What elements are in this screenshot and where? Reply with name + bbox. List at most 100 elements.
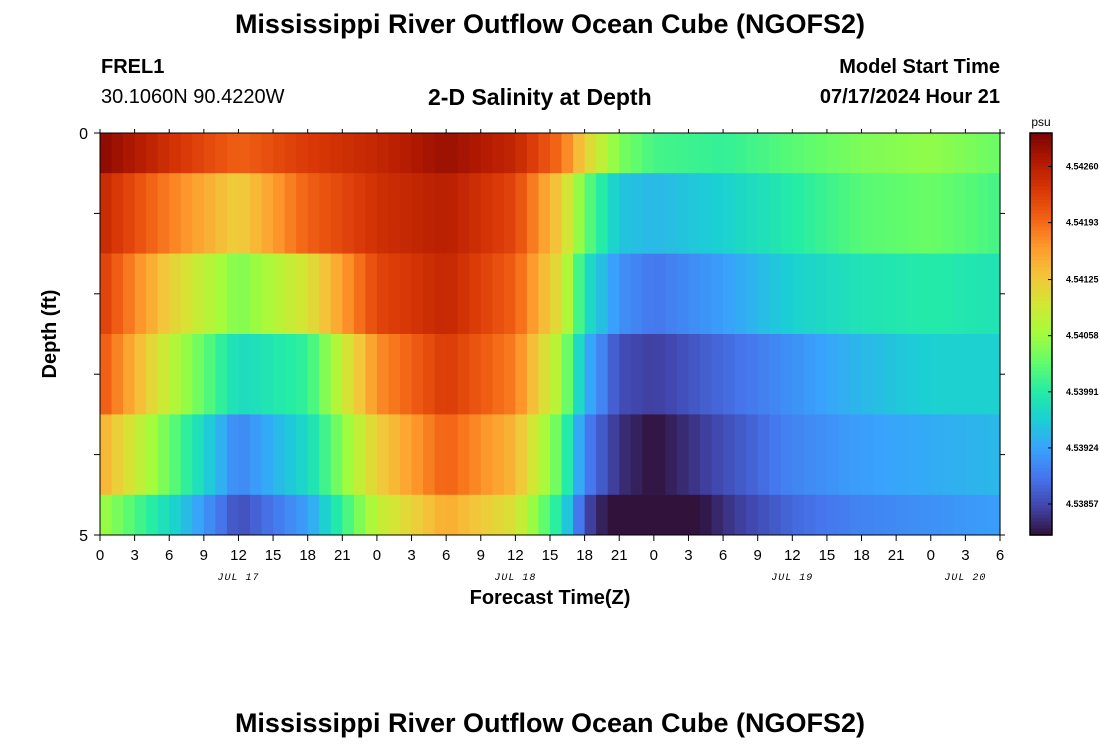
- heatmap-cell: [884, 253, 897, 335]
- heatmap-cell: [261, 414, 274, 496]
- heatmap-cell: [203, 494, 216, 536]
- heatmap-cell: [930, 414, 943, 496]
- heatmap-cell: [780, 133, 793, 174]
- heatmap-cell: [630, 334, 643, 415]
- heatmap-cell: [446, 253, 459, 335]
- heatmap-cell: [642, 414, 655, 496]
- heatmap-cell: [492, 414, 505, 496]
- colorbar-segment: [1030, 183, 1052, 188]
- heatmap-cell: [607, 133, 620, 174]
- heatmap-cell: [446, 173, 459, 254]
- heatmap-cell: [423, 414, 436, 496]
- heatmap-cell: [873, 334, 886, 415]
- heatmap-cell: [330, 334, 343, 415]
- heatmap-cell: [723, 253, 736, 335]
- x-tick-label: 6: [165, 547, 173, 564]
- heatmap-cell: [861, 133, 874, 174]
- heatmap-cell: [180, 334, 193, 415]
- heatmap-cell: [665, 133, 678, 174]
- heatmap-cell: [203, 253, 216, 335]
- heatmap-cell: [353, 173, 366, 254]
- heatmap-cell: [365, 334, 378, 415]
- colorbar-segment: [1030, 394, 1052, 399]
- heatmap-cell: [826, 494, 840, 536]
- colorbar-segment: [1030, 374, 1052, 379]
- heatmap-cell: [757, 133, 770, 174]
- heatmap-cell: [573, 253, 586, 335]
- heatmap-cell: [573, 334, 586, 415]
- x-tick-label: 3: [684, 547, 692, 564]
- colorbar-segment: [1030, 166, 1052, 171]
- heatmap-cell: [192, 494, 205, 536]
- heatmap-cell: [861, 414, 874, 496]
- colorbar-segment: [1030, 360, 1052, 365]
- heatmap-cell: [642, 173, 655, 254]
- heatmap-cell: [111, 334, 124, 415]
- heatmap-cell: [123, 414, 136, 496]
- x-tick-label: 12: [230, 547, 247, 564]
- heatmap-cell: [296, 133, 309, 174]
- heatmap-cell: [919, 414, 932, 496]
- heatmap-cell: [157, 173, 170, 254]
- heatmap-cell: [296, 334, 309, 415]
- heatmap-cell: [411, 494, 424, 536]
- heatmap-cells: [100, 133, 1001, 536]
- heatmap-cell: [653, 253, 666, 335]
- heatmap-cell: [746, 414, 759, 496]
- heatmap-cell: [134, 414, 147, 496]
- heatmap-cell: [596, 173, 609, 254]
- heatmap-cell: [123, 494, 136, 536]
- x-tick-label: 0: [650, 547, 658, 564]
- heatmap-cell: [942, 414, 955, 496]
- colorbar-unit: psu: [1031, 115, 1050, 129]
- heatmap-cell: [203, 414, 216, 496]
- x-tick-label: 6: [719, 547, 727, 564]
- heatmap-cell: [307, 334, 320, 415]
- colorbar-segment: [1030, 256, 1052, 261]
- heatmap-cell: [596, 494, 609, 536]
- heatmap-cell: [988, 133, 1001, 174]
- colorbar-segment: [1030, 263, 1052, 268]
- x-tick-label: 6: [442, 547, 450, 564]
- heatmap-cell: [503, 253, 516, 335]
- heatmap-cell: [342, 173, 355, 254]
- heatmap-cell: [376, 494, 390, 536]
- heatmap-cell: [157, 414, 170, 496]
- heatmap-cell: [180, 173, 193, 254]
- heatmap-cell: [642, 494, 655, 536]
- heatmap-cell: [550, 414, 563, 496]
- heatmap-cell: [734, 414, 747, 496]
- heatmap-cell: [434, 173, 447, 254]
- heatmap-cell: [146, 173, 159, 254]
- heatmap-cell: [676, 494, 690, 536]
- heatmap-cell: [630, 173, 643, 254]
- heatmap-cell: [976, 334, 990, 415]
- colorbar-segment: [1030, 407, 1052, 412]
- heatmap-cell: [411, 334, 424, 415]
- heatmap-cell: [238, 133, 251, 174]
- heatmap-cell: [746, 334, 759, 415]
- heatmap-cell: [111, 173, 124, 254]
- heatmap-cell: [953, 133, 966, 174]
- heatmap-cell: [792, 494, 805, 536]
- colorbar-segment: [1030, 524, 1052, 529]
- heatmap-cell: [700, 334, 713, 415]
- heatmap-cell: [630, 414, 643, 496]
- heatmap-cell: [803, 494, 816, 536]
- colorbar-segment: [1030, 313, 1052, 318]
- heatmap-cell: [884, 133, 897, 174]
- colorbar-segment: [1030, 290, 1052, 295]
- heatmap-cell: [850, 133, 863, 174]
- heatmap-cell: [180, 414, 193, 496]
- heatmap-cell: [238, 414, 251, 496]
- heatmap-cell: [492, 494, 505, 536]
- colorbar-segment: [1030, 260, 1052, 265]
- heatmap-cell: [596, 133, 609, 174]
- heatmap-cell: [215, 494, 228, 536]
- heatmap-cell: [284, 173, 297, 254]
- colorbar-segment: [1030, 521, 1052, 526]
- heatmap-cell: [250, 173, 263, 254]
- chart-subtitle: 2-D Salinity at Depth: [428, 84, 652, 110]
- heatmap-cell: [734, 133, 747, 174]
- heatmap-cell: [446, 133, 459, 174]
